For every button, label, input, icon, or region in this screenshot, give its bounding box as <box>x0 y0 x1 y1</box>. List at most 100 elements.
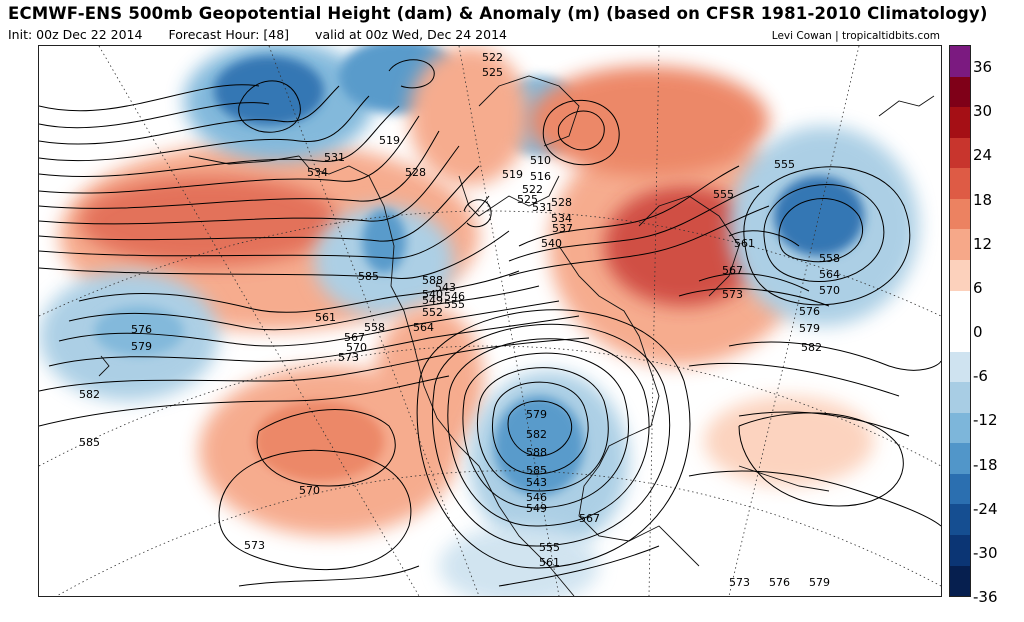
contour-label: 525 <box>517 193 538 206</box>
anomaly-colorbar <box>949 45 971 597</box>
colorbar-label: 36 <box>973 58 993 76</box>
colorbar-segment <box>950 259 970 291</box>
contour-label: 585 <box>79 436 100 449</box>
contour-label: 558 <box>364 321 385 334</box>
contour-label: 522 <box>522 183 543 196</box>
contour-label: 528 <box>551 196 572 209</box>
contour-label: 522 <box>482 51 503 64</box>
colorbar-segment <box>950 46 970 77</box>
contour-label: 519 <box>502 168 523 181</box>
contour-label: 546 <box>444 290 465 303</box>
contour-label: 573 <box>722 288 743 301</box>
colorbar-segment <box>950 565 970 597</box>
anomaly-shading <box>39 46 919 596</box>
contour-label: 516 <box>530 170 551 183</box>
colorbar-segment <box>950 76 970 108</box>
contour-label: 567 <box>579 512 600 525</box>
contour-label: 570 <box>299 484 320 497</box>
contour-label: 549 <box>422 294 443 307</box>
contour-label: 585 <box>358 270 379 283</box>
colorbar-segment <box>950 198 970 230</box>
contour-label: 582 <box>526 428 547 441</box>
colorbar-segment <box>950 382 970 413</box>
contour-label: 582 <box>801 341 822 354</box>
colorbar-label: 24 <box>973 146 993 165</box>
contour-label: 573 <box>338 351 359 364</box>
colorbar-segment <box>950 504 970 535</box>
contour-label: 579 <box>526 408 547 421</box>
contour-label: 582 <box>79 388 100 401</box>
colorbar-labels: 36 30 24 18 12 6 0 -6 -12 -18 -24 -30 -36 <box>973 45 1021 606</box>
contour-label: 534 <box>551 212 572 225</box>
contour-label: 531 <box>532 201 553 214</box>
forecast-hour: Forecast Hour: [48] <box>168 27 290 42</box>
contour-label: 561 <box>315 311 336 324</box>
contour-label: 570 <box>346 341 367 354</box>
warm-anomaly-subtropical-core <box>254 401 384 481</box>
contour-label: 555 <box>774 158 795 171</box>
contour-label: 576 <box>799 305 820 318</box>
colorbar-label: 12 <box>973 234 993 253</box>
colorbar-segment <box>950 443 970 474</box>
cold-anomaly-atlantic-core <box>774 176 864 256</box>
contour-label: 573 <box>244 539 265 552</box>
contour-label: 570 <box>819 284 840 297</box>
colorbar-segment <box>950 412 970 444</box>
contour-label: 585 <box>526 464 547 477</box>
contour-label: 558 <box>819 252 840 265</box>
valid-time: valid at 00z Wed, Dec 24 2014 <box>315 27 507 42</box>
colorbar-segment <box>950 229 970 260</box>
warm-anomaly-canada <box>409 46 529 186</box>
height-contours <box>39 59 941 587</box>
contour-label: 552 <box>422 306 443 319</box>
contour-label: 531 <box>324 151 345 164</box>
colorbar-label: 0 <box>973 323 983 341</box>
colorbar-label: 6 <box>973 278 983 297</box>
coastlines <box>98 75 935 596</box>
contour-label: 564 <box>819 268 840 281</box>
colorbar-segment <box>950 107 970 138</box>
contour-label: 579 <box>799 322 820 335</box>
contour-label: 528 <box>405 166 426 179</box>
colorbar-segment <box>950 321 970 352</box>
contour-label: 537 <box>552 222 573 235</box>
contour-label: 543 <box>526 476 547 489</box>
contour-label: 576 <box>131 323 152 336</box>
credit-text: Levi Cowan | tropicaltidbits.com <box>771 30 940 42</box>
colorbar-label: -30 <box>973 543 998 562</box>
colorbar-label: 30 <box>973 102 993 121</box>
contour-label: 564 <box>413 321 434 334</box>
contour-label: 579 <box>809 576 830 589</box>
contour-label: 567 <box>722 264 743 277</box>
warm-anomaly-atlantic-south <box>704 396 874 486</box>
colorbar-label: -12 <box>973 411 998 430</box>
colorbar-label: -6 <box>973 367 988 386</box>
colorbar-label: -18 <box>973 455 998 474</box>
anomaly-map: 522 525 519 531 534 528 510 516 519 522 525 531 528 5… <box>38 45 942 597</box>
contour-label: 543 <box>435 281 456 294</box>
contour-label: 561 <box>539 556 560 569</box>
contour-label: 567 <box>344 331 365 344</box>
contour-label: 579 <box>131 340 152 353</box>
contour-label: 519 <box>379 134 400 147</box>
contour-label: 588 <box>526 446 547 459</box>
colorbar-label: 18 <box>973 190 993 209</box>
contour-label: 540 <box>422 288 443 301</box>
cold-anomaly-west-pacific-core <box>94 306 184 356</box>
colorbar-segment <box>950 168 970 199</box>
contour-label: 555 <box>713 188 734 201</box>
contour-label: 555 <box>444 298 465 311</box>
graticule <box>39 46 941 596</box>
warm-anomaly-northeast <box>529 66 769 176</box>
contour-label: 588 <box>422 274 443 287</box>
contour-label: 573 <box>729 576 750 589</box>
init-time: Init: 00z Dec 22 2014 <box>8 27 143 42</box>
map-subtitle: Init: 00z Dec 22 2014 Forecast Hour: [48… <box>8 27 529 42</box>
map-title: ECMWF-ENS 500mb Geopotential Height (dam… <box>8 4 988 23</box>
colorbar-segment <box>950 137 970 169</box>
colorbar-label: -36 <box>973 588 998 606</box>
colorbar-label: -24 <box>973 499 998 518</box>
contour-label: 534 <box>307 166 328 179</box>
colorbar-segment <box>950 535 970 566</box>
